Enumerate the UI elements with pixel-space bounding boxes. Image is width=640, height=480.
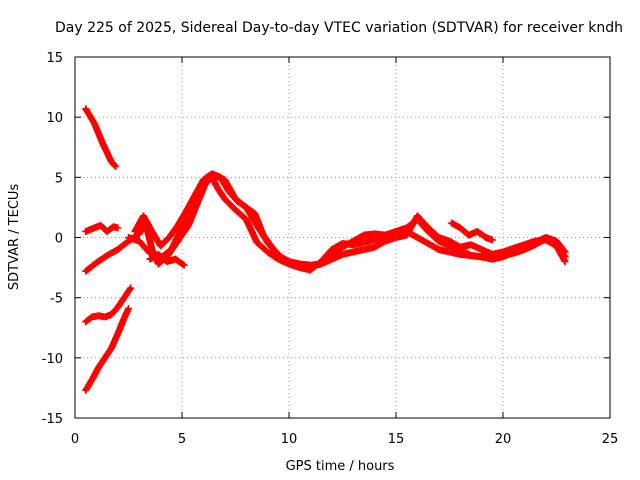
data-point-trail [149, 229, 164, 249]
data-point-trail [183, 193, 198, 214]
data-point-trail [233, 207, 249, 222]
x-tick-label: 10 [281, 432, 298, 447]
data-point-trail [254, 239, 271, 255]
data-point-trail [108, 304, 121, 317]
data-point-trail [99, 141, 115, 164]
data-point-trail [173, 256, 187, 268]
data-point-trail [82, 106, 97, 126]
data-point-trail [226, 189, 241, 204]
data-point-trail [168, 225, 185, 252]
data-point-trail [91, 121, 106, 146]
x-tick-label: 5 [178, 432, 186, 447]
data-point-trail [243, 204, 258, 217]
data-point-trail [115, 295, 127, 310]
y-tick-label: -15 [42, 412, 63, 427]
data-point-trail [179, 205, 196, 231]
y-tick-label: -10 [42, 352, 63, 367]
series-arc-7 [448, 219, 496, 244]
series-arc-9 [82, 304, 132, 394]
data-point-trail [215, 187, 228, 202]
data-point [112, 163, 120, 171]
data-point-trail [243, 217, 260, 245]
x-tick-label: 25 [602, 432, 619, 447]
data-point-trail [414, 213, 431, 231]
y-tick-label: 5 [55, 171, 63, 186]
data-point-trail [108, 331, 121, 351]
data-point [180, 261, 188, 269]
data-point-trail [83, 260, 99, 274]
data-point [561, 253, 569, 261]
data-point-trail [265, 249, 281, 262]
data-series [82, 105, 569, 394]
series-arc-5 [131, 170, 569, 270]
data-point-trail [329, 244, 345, 259]
data-point-trail [94, 252, 110, 266]
data-point-trail [114, 316, 128, 336]
data-point-trail [217, 175, 232, 194]
x-tick-label: 20 [495, 432, 512, 447]
data-point-trail [140, 213, 155, 234]
data-point-trail [95, 355, 108, 370]
data-point-trail [83, 314, 95, 325]
data-point-trail [425, 225, 442, 241]
data-point [114, 224, 122, 232]
data-point-trail [222, 196, 238, 213]
data-point-trail [136, 238, 153, 256]
data-point-trail [102, 345, 115, 361]
chart-title: Day 225 of 2025, Sidereal Day-to-day VTE… [55, 20, 623, 36]
x-tick-label: 15 [388, 432, 405, 447]
data-point-trail [108, 159, 119, 169]
series-arc-8 [82, 284, 135, 326]
data-point-trail [121, 285, 134, 300]
y-tick-label: 0 [55, 232, 63, 247]
data-point-trail [251, 211, 267, 238]
y-tick-label: 15 [46, 51, 63, 66]
data-point-trail [269, 244, 283, 260]
series-arc-2 [82, 221, 122, 235]
data-point-trail [174, 208, 190, 228]
y-tick-label: 10 [46, 111, 63, 126]
data-point-trail [115, 238, 131, 253]
x-tick-label: 0 [71, 432, 79, 447]
data-point-trail [83, 377, 95, 393]
data-point-trail [158, 235, 172, 249]
y-axis-label: SDTVAR / TECUs [7, 184, 22, 291]
x-axis-label: GPS time / hours [286, 459, 395, 474]
data-point-trail [235, 198, 249, 211]
data-point-trail [475, 228, 489, 241]
data-point-trail [189, 183, 207, 210]
data-point [488, 236, 496, 244]
series-arc-1 [82, 105, 120, 171]
data-point-trail [192, 177, 207, 198]
data-point-trail [111, 223, 120, 231]
series-arc-6 [146, 250, 188, 269]
y-tick-label: -5 [50, 292, 63, 307]
data-point [127, 284, 135, 292]
data-point [125, 304, 132, 312]
axis-ticks: 0 5 10 15 20 25 -15 -10 -5 0 5 10 15 [42, 51, 619, 447]
data-point-trail [166, 223, 181, 240]
data-point-trail [553, 242, 568, 260]
data-point-trail [260, 232, 275, 250]
